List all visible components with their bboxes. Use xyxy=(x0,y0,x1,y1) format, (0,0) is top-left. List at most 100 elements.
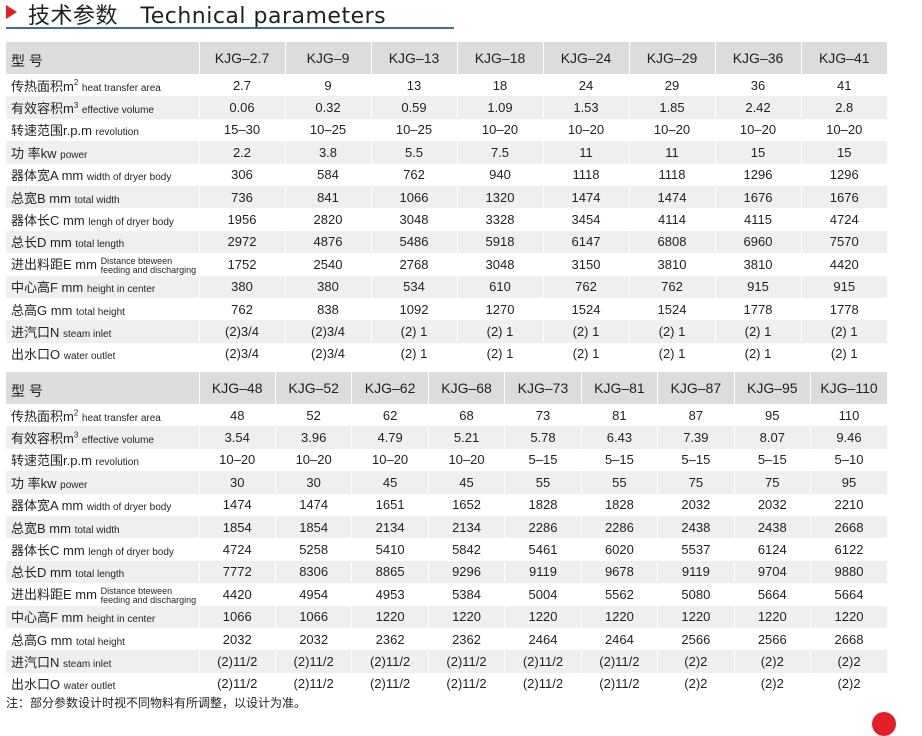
triangle-marker-icon xyxy=(6,5,17,19)
row-label-feed-distance: 进出料距E mm Distance bteween feeding and dis… xyxy=(6,253,200,276)
value-cell: 1118 xyxy=(629,163,716,186)
value-cell: (2)11/2 xyxy=(581,672,659,696)
value-cell: 2.42 xyxy=(715,96,802,119)
value-cell: 2972 xyxy=(199,230,286,254)
value-cell: 7.39 xyxy=(657,426,735,449)
model-header-cell: KJG–13 xyxy=(371,42,458,74)
value-cell: 3048 xyxy=(457,253,544,276)
value-cell: 2438 xyxy=(734,515,812,539)
value-cell: 3454 xyxy=(543,208,630,231)
row-label-heat-area: 传热面积m2 heat transfer area xyxy=(6,404,200,427)
value-cell: 10–20 xyxy=(715,118,802,142)
value-cell: 6.43 xyxy=(581,426,659,449)
value-cell: 1956 xyxy=(199,208,286,231)
value-cell: (2) 1 xyxy=(371,320,458,343)
value-cell: 62 xyxy=(351,404,429,427)
table-row: 器体宽A mm width of dryer body 306 584 762 940 1… xyxy=(6,163,887,186)
value-cell: 2.2 xyxy=(199,141,286,164)
value-cell: 41 xyxy=(801,74,887,97)
value-cell: 7.5 xyxy=(457,141,544,164)
value-cell: 9704 xyxy=(734,560,812,584)
value-cell: 6808 xyxy=(629,230,716,254)
value-cell: 1752 xyxy=(199,253,286,276)
value-cell: 45 xyxy=(351,471,429,494)
value-cell: 13 xyxy=(371,74,458,97)
value-cell: 5664 xyxy=(734,583,812,606)
value-cell: 5918 xyxy=(457,230,544,254)
value-cell: 10–20 xyxy=(629,118,716,142)
value-cell: 4724 xyxy=(801,208,887,231)
value-cell: 10–20 xyxy=(199,448,276,472)
model-header-label: 型 号 xyxy=(6,42,200,74)
value-cell: 10–20 xyxy=(457,118,544,142)
value-cell: 2540 xyxy=(285,253,372,276)
value-cell: (2)3/4 xyxy=(199,342,286,366)
value-cell: 1296 xyxy=(801,163,887,186)
value-cell: 1118 xyxy=(543,163,630,186)
value-cell: 1676 xyxy=(801,185,887,209)
value-cell: 2566 xyxy=(657,627,735,651)
row-label-effective-volume: 有效容积m3 effective volume xyxy=(6,426,200,449)
table-row: 转速范围r.p.m revolution 10–20 10–20 10–20 10–20… xyxy=(6,448,887,472)
value-cell: (2)11/2 xyxy=(275,650,353,673)
value-cell: 1.85 xyxy=(629,96,716,119)
value-cell: 6122 xyxy=(810,538,887,561)
value-cell: 6020 xyxy=(581,538,659,561)
table-row: 功 率kw power 2.2 3.8 5.5 7.5 11 11 15 15 xyxy=(6,141,887,164)
value-cell: (2)2 xyxy=(734,672,812,696)
value-cell: (2)2 xyxy=(810,650,887,673)
section-title: 技术参数 Technical parameters xyxy=(28,4,387,29)
value-cell: 1474 xyxy=(275,493,353,516)
table-row: 出水口O water outlet (2)11/2 (2)11/2 (2)11/2 (2… xyxy=(6,672,887,696)
value-cell: 1778 xyxy=(715,297,802,321)
value-cell: 10–25 xyxy=(371,118,458,142)
row-label-steam-inlet: 进汽口N steam inlet xyxy=(6,320,200,343)
value-cell: 2464 xyxy=(581,627,659,651)
value-cell: 2820 xyxy=(285,208,372,231)
row-label-effective-volume: 有效容积m3 effective volume xyxy=(6,96,200,119)
table-row: 器体长C mm lengh of dryer body 4724 5258 5410 5… xyxy=(6,538,887,561)
value-cell: 380 xyxy=(285,275,372,298)
value-cell: 18 xyxy=(457,74,544,97)
model-header-cell: KJG–52 xyxy=(275,372,353,404)
value-cell: 915 xyxy=(715,275,802,298)
value-cell: (2) 1 xyxy=(457,342,544,366)
value-cell: 4876 xyxy=(285,230,372,254)
value-cell: 5.5 xyxy=(371,141,458,164)
value-cell: 4114 xyxy=(629,208,716,231)
model-header-cell: KJG–48 xyxy=(199,372,276,404)
model-header-label: 型 号 xyxy=(6,372,200,404)
table-row: 总宽B mm total width 1854 1854 2134 2134 2286 22… xyxy=(6,515,887,539)
value-cell: 5.78 xyxy=(504,426,582,449)
value-cell: 3810 xyxy=(629,253,716,276)
row-label-feed-distance: 进出料距E mm Distance bteween feeding and dis… xyxy=(6,583,200,606)
value-cell: 1828 xyxy=(581,493,659,516)
value-cell: 5080 xyxy=(657,583,735,606)
value-cell: (2)11/2 xyxy=(199,650,276,673)
value-cell: 2286 xyxy=(504,515,582,539)
value-cell: 4724 xyxy=(199,538,276,561)
value-cell: 0.32 xyxy=(285,96,372,119)
table-row: 出水口O water outlet (2)3/4 (2)3/4 (2) 1 (2) 1(… xyxy=(6,342,887,366)
value-cell: 1296 xyxy=(715,163,802,186)
table-row: 传热面积m2 heat transfer area 2.7 9 13 18 24 29 36 4… xyxy=(6,74,887,97)
value-cell: (2)11/2 xyxy=(504,672,582,696)
model-header-cell: KJG–95 xyxy=(734,372,812,404)
row-label-steam-inlet: 进汽口N steam inlet xyxy=(6,650,200,673)
value-cell: 5–15 xyxy=(504,448,582,472)
value-cell: 762 xyxy=(371,163,458,186)
table-header-row: 型 号 KJG–2.7 KJG–9 KJG–13 KJG–18 KJG–24 KJG–29 K… xyxy=(6,42,887,74)
table-row: 有效容积m3 effective volume 3.54 3.96 4.79 5.21 5… xyxy=(6,426,887,449)
value-cell: 1.09 xyxy=(457,96,544,119)
model-header-cell: KJG–29 xyxy=(629,42,716,74)
value-cell: 2362 xyxy=(351,627,429,651)
value-cell: 10–20 xyxy=(275,448,353,472)
row-label-body-length: 器体长C mm lengh of dryer body xyxy=(6,208,200,231)
value-cell: 10–20 xyxy=(351,448,429,472)
value-cell: (2) 1 xyxy=(457,320,544,343)
value-cell: 11 xyxy=(629,141,716,164)
value-cell: 736 xyxy=(199,185,286,209)
value-cell: 4420 xyxy=(801,253,887,276)
model-header-cell: KJG–36 xyxy=(715,42,802,74)
value-cell: 5–15 xyxy=(581,448,659,472)
